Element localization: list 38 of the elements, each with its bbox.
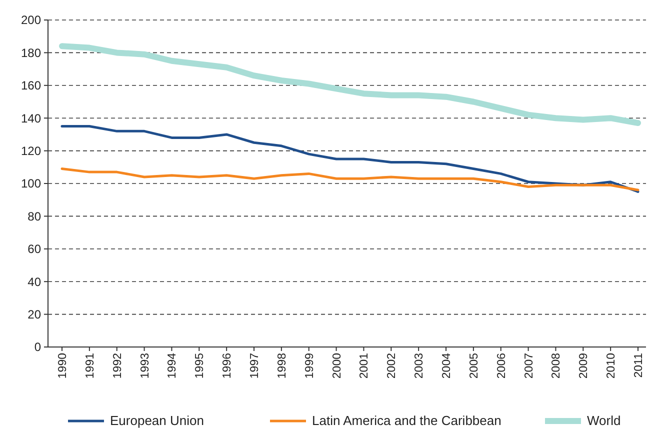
y-tick-label: 0 xyxy=(34,340,42,354)
x-tick-label: 1993 xyxy=(139,353,152,379)
x-tick-label: 2009 xyxy=(578,353,590,379)
x-tick-label: 2002 xyxy=(386,353,398,379)
y-tick-label: 40 xyxy=(28,274,42,289)
x-tick-label: 2008 xyxy=(550,353,563,379)
x-tick-label: 1995 xyxy=(194,353,206,379)
x-tick-label: 2001 xyxy=(358,353,371,379)
x-tick-label: 1996 xyxy=(222,353,234,379)
x-tick-label: 2010 xyxy=(606,353,618,379)
x-tick-label: 1999 xyxy=(304,353,316,379)
y-tick-label: 200 xyxy=(20,13,42,28)
x-tick-label: 1998 xyxy=(276,353,288,379)
line-series xyxy=(60,168,640,192)
x-tick-label: 2007 xyxy=(523,353,536,379)
x-tick-label: 2000 xyxy=(331,353,344,379)
x-tick-label: 2004 xyxy=(441,352,453,379)
y-tick-label: 20 xyxy=(28,308,42,322)
y-tick-label: 180 xyxy=(20,46,42,60)
y-tick-label: 60 xyxy=(28,242,42,256)
y-tick-label: 80 xyxy=(28,209,42,224)
x-tick-label: 2006 xyxy=(496,353,508,379)
line-series xyxy=(60,125,640,193)
x-tick-label: 2011 xyxy=(633,353,645,378)
x-tick-label: 1990 xyxy=(57,353,69,379)
x-tick-label: 1992 xyxy=(112,353,124,379)
y-tick-label: 160 xyxy=(20,78,42,93)
x-tick-label: 1994 xyxy=(166,352,179,379)
y-tick-label: 140 xyxy=(20,111,42,126)
legend-label: Latin America and the Caribbean xyxy=(312,413,502,428)
x-tick-label: 2005 xyxy=(468,353,480,379)
legend-label: World xyxy=(587,413,621,428)
legend-label: European Union xyxy=(110,413,204,428)
y-tick-label: 100 xyxy=(20,176,42,191)
x-tick-label: 1991 xyxy=(84,353,96,379)
x-tick-label: 1997 xyxy=(249,353,261,379)
x-tick-label: 2003 xyxy=(414,353,426,379)
y-tick-label: 120 xyxy=(20,144,42,158)
